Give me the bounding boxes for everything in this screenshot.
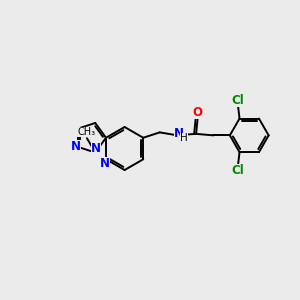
Text: N: N	[174, 128, 184, 140]
Text: N: N	[91, 142, 101, 155]
Text: N: N	[70, 140, 80, 153]
Text: Cl: Cl	[232, 94, 244, 107]
Text: H: H	[180, 133, 188, 143]
Text: O: O	[193, 106, 202, 119]
Text: N: N	[100, 157, 110, 170]
Text: CH₃: CH₃	[77, 127, 95, 136]
Text: Cl: Cl	[232, 164, 244, 177]
